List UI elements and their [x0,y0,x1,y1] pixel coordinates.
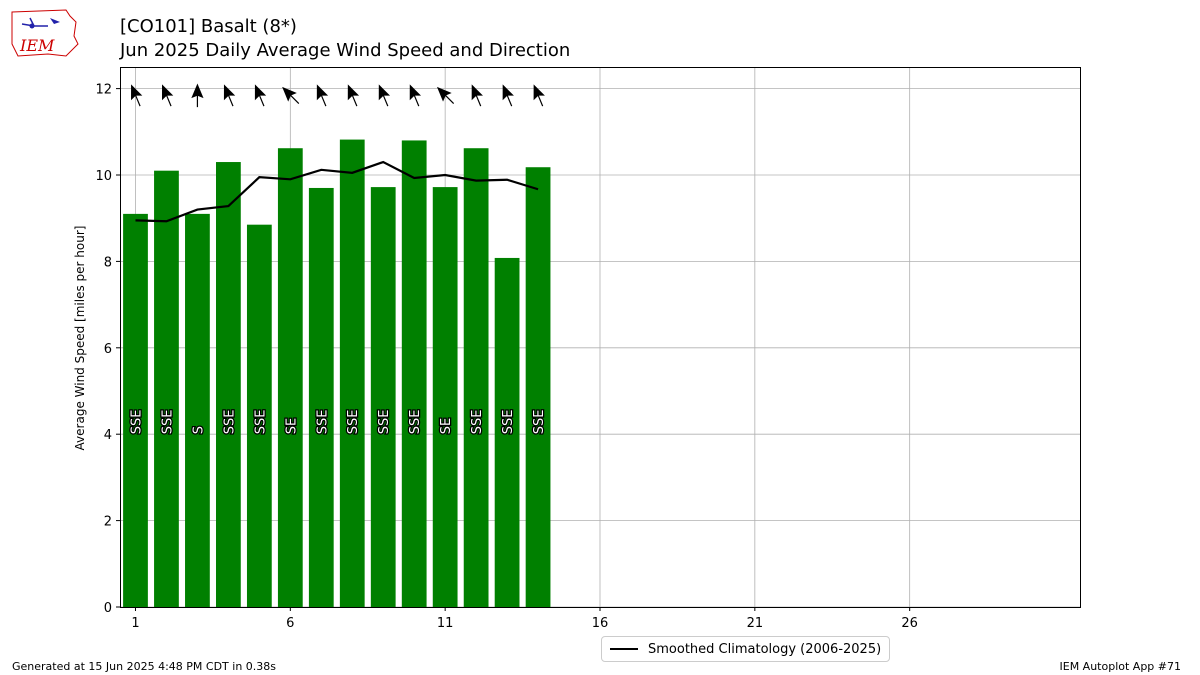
direction-label: SE [439,418,454,434]
chart-title-station: [CO101] Basalt (8*) [120,16,297,37]
bar-day-8 [339,139,365,608]
wind-arrow-icon [347,84,360,107]
bar-day-1 [123,213,148,607]
y-tick-label: 12 [95,83,112,98]
direction-label: SSE [408,409,423,434]
iem-logo: IEM [11,9,79,57]
x-tick-label: 16 [592,616,609,631]
wind-arrow-icon [254,84,267,107]
bar-day-7 [308,187,334,607]
bar-day-14 [525,167,551,607]
legend-line-swatch [610,648,638,650]
direction-label: SSE [160,409,175,434]
legend: Smoothed Climatology (2006-2025) [601,636,891,662]
bar-day-10 [401,140,427,607]
direction-labels: SSE SSE S SSE SSE SE SSE SSE SSE SSE SE SSE SSE SSE [128,408,548,435]
bar-day-3 [185,213,210,607]
app-id: IEM Autoplot App #71 [1059,660,1182,673]
bar-day-6 [277,148,303,607]
bar-day-13 [494,257,520,607]
y-axis-label: Average Wind Speed [miles per hour] [73,226,87,451]
wind-arrow-icon [161,84,174,107]
wind-arrow-icon [282,86,300,104]
y-tick-label: 6 [104,342,112,357]
y-tick-label: 10 [95,169,112,184]
wind-arrows [131,83,545,108]
climatology-line [135,160,539,223]
direction-label: SE [284,418,299,434]
y-tick-label: 4 [104,428,112,443]
x-tick-label: 6 [286,616,294,631]
climatology-line-group [135,160,539,223]
direction-label: SSE [222,409,237,434]
bar-day-5 [246,224,272,607]
x-tick-label: 1 [131,616,139,631]
direction-label: SSE [253,409,268,434]
wind-arrow-icon [436,86,455,104]
wind-arrow-icon [223,84,236,107]
bar-day-12 [463,148,489,607]
direction-label: SSE [129,409,144,434]
wind-arrow-icon [502,84,514,107]
direction-label: SSE [315,409,330,434]
x-tick-label: 21 [747,616,764,631]
direction-label: SSE [501,409,516,434]
wind-arrow-icon [471,84,483,107]
wind-arrow-icon [409,84,422,107]
wind-arrow-icon [131,84,143,107]
bar-day-11 [432,187,458,607]
generated-timestamp: Generated at 15 Jun 2025 4:48 PM CDT in … [12,660,277,673]
x-tick-label: 26 [901,616,918,631]
y-tick-label: 2 [104,515,112,530]
wind-arrow-icon [316,84,329,107]
bars [123,139,551,608]
y-tick-label: 0 [104,601,112,616]
y-tick-label: 8 [104,255,112,270]
direction-label: SSE [532,409,547,434]
direction-label: SSE [377,409,392,434]
svg-text:IEM: IEM [19,36,55,55]
direction-label: S [191,426,206,434]
chart-title: Jun 2025 Daily Average Wind Speed and Di… [120,40,571,61]
bar-day-4 [216,162,241,608]
legend-label: Smoothed Climatology (2006-2025) [648,641,882,657]
direction-label: SSE [470,409,485,434]
bar-day-2 [154,170,179,607]
wind-arrow-icon [378,84,391,107]
wind-arrow-icon [533,84,545,107]
wind-arrow-icon [191,83,204,108]
direction-label: SSE [346,409,361,434]
x-tick-label: 11 [437,616,454,631]
bar-day-9 [370,187,396,607]
